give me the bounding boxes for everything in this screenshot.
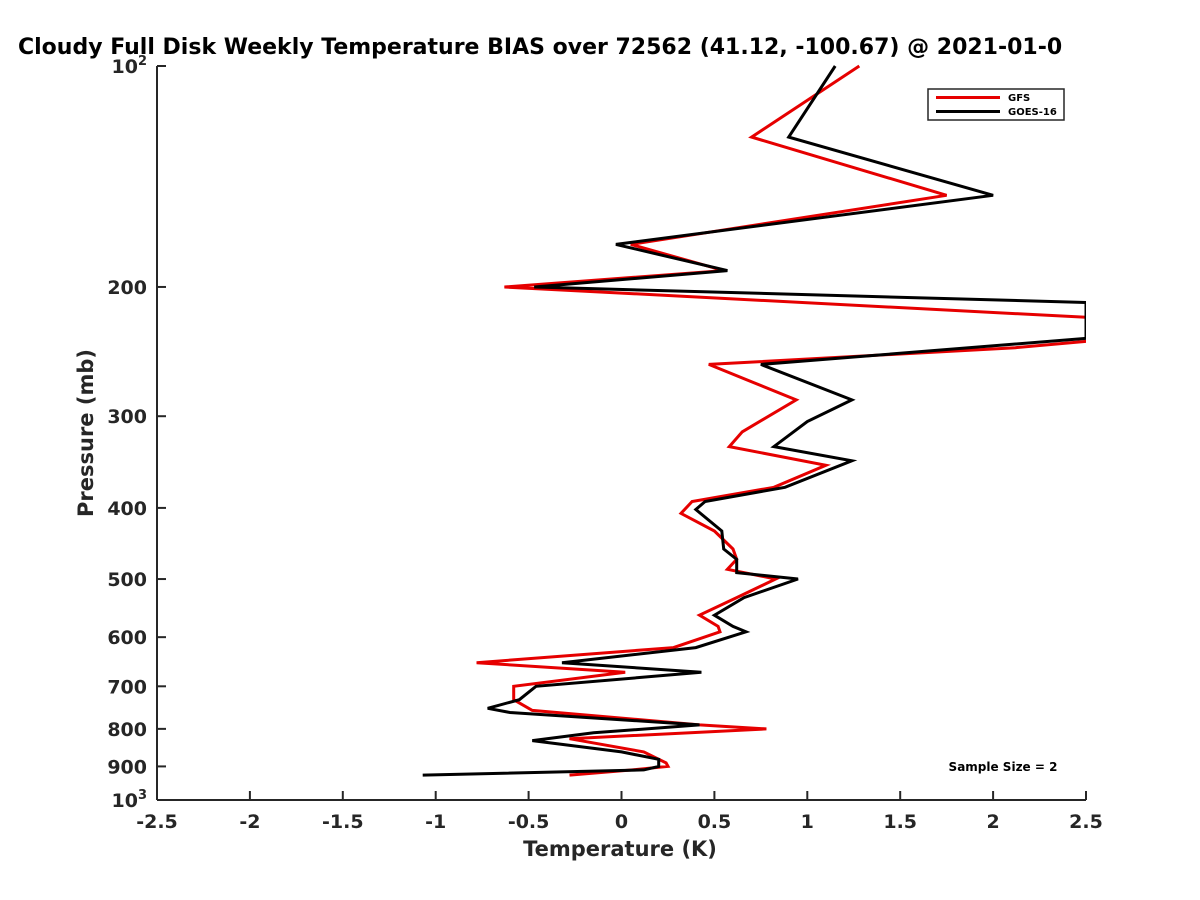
legend-label: GFS: [1008, 93, 1030, 104]
x-tick-label: 2: [986, 811, 999, 833]
x-tick-label: 0: [615, 811, 628, 833]
y-tick-label: 400: [107, 498, 147, 520]
y-axis-label: Pressure (mb): [74, 349, 98, 517]
legend: GFS GOES-16: [927, 88, 1065, 121]
x-tick-label: -2: [239, 811, 260, 833]
sample-size-annotation: Sample Size = 2: [949, 760, 1058, 774]
legend-label: GOES-16: [1008, 107, 1057, 118]
x-tick-label: 1.5: [883, 811, 917, 833]
y-tick-label: 600: [107, 627, 147, 649]
series-line-goes-16: [422, 65, 1086, 777]
x-tick-label: -1.5: [322, 811, 364, 833]
x-tick-label: 1: [801, 811, 814, 833]
y-tick-label: 800: [107, 719, 147, 741]
y-tick-label: 103: [112, 788, 148, 812]
y-tick-label: 102: [112, 54, 148, 78]
legend-box: [927, 88, 1065, 121]
x-tick-label: -2.5: [136, 811, 178, 833]
x-axis-label: Temperature (K): [523, 837, 717, 861]
x-tick-label: 0.5: [698, 811, 732, 833]
y-tick-label: 900: [107, 756, 147, 778]
series-layer: [422, 64, 1086, 777]
x-tick-label: 2.5: [1069, 811, 1103, 833]
y-tick-label: 200: [107, 277, 147, 299]
x-tick-label: -0.5: [508, 811, 550, 833]
y-tick-label: 300: [107, 406, 147, 428]
y-tick-label: 500: [107, 569, 147, 591]
series-line-gfs: [476, 64, 1086, 777]
axes: -2.5 -2 -1.5 -1 -0.5 0 0.5 1 1.5 2 2.5 102 200 300 400…: [107, 54, 1103, 833]
y-tick-label: 700: [107, 676, 147, 698]
x-tick-label: -1: [425, 811, 446, 833]
chart-title: Cloudy Full Disk Weekly Temperature BIAS…: [18, 35, 1062, 60]
